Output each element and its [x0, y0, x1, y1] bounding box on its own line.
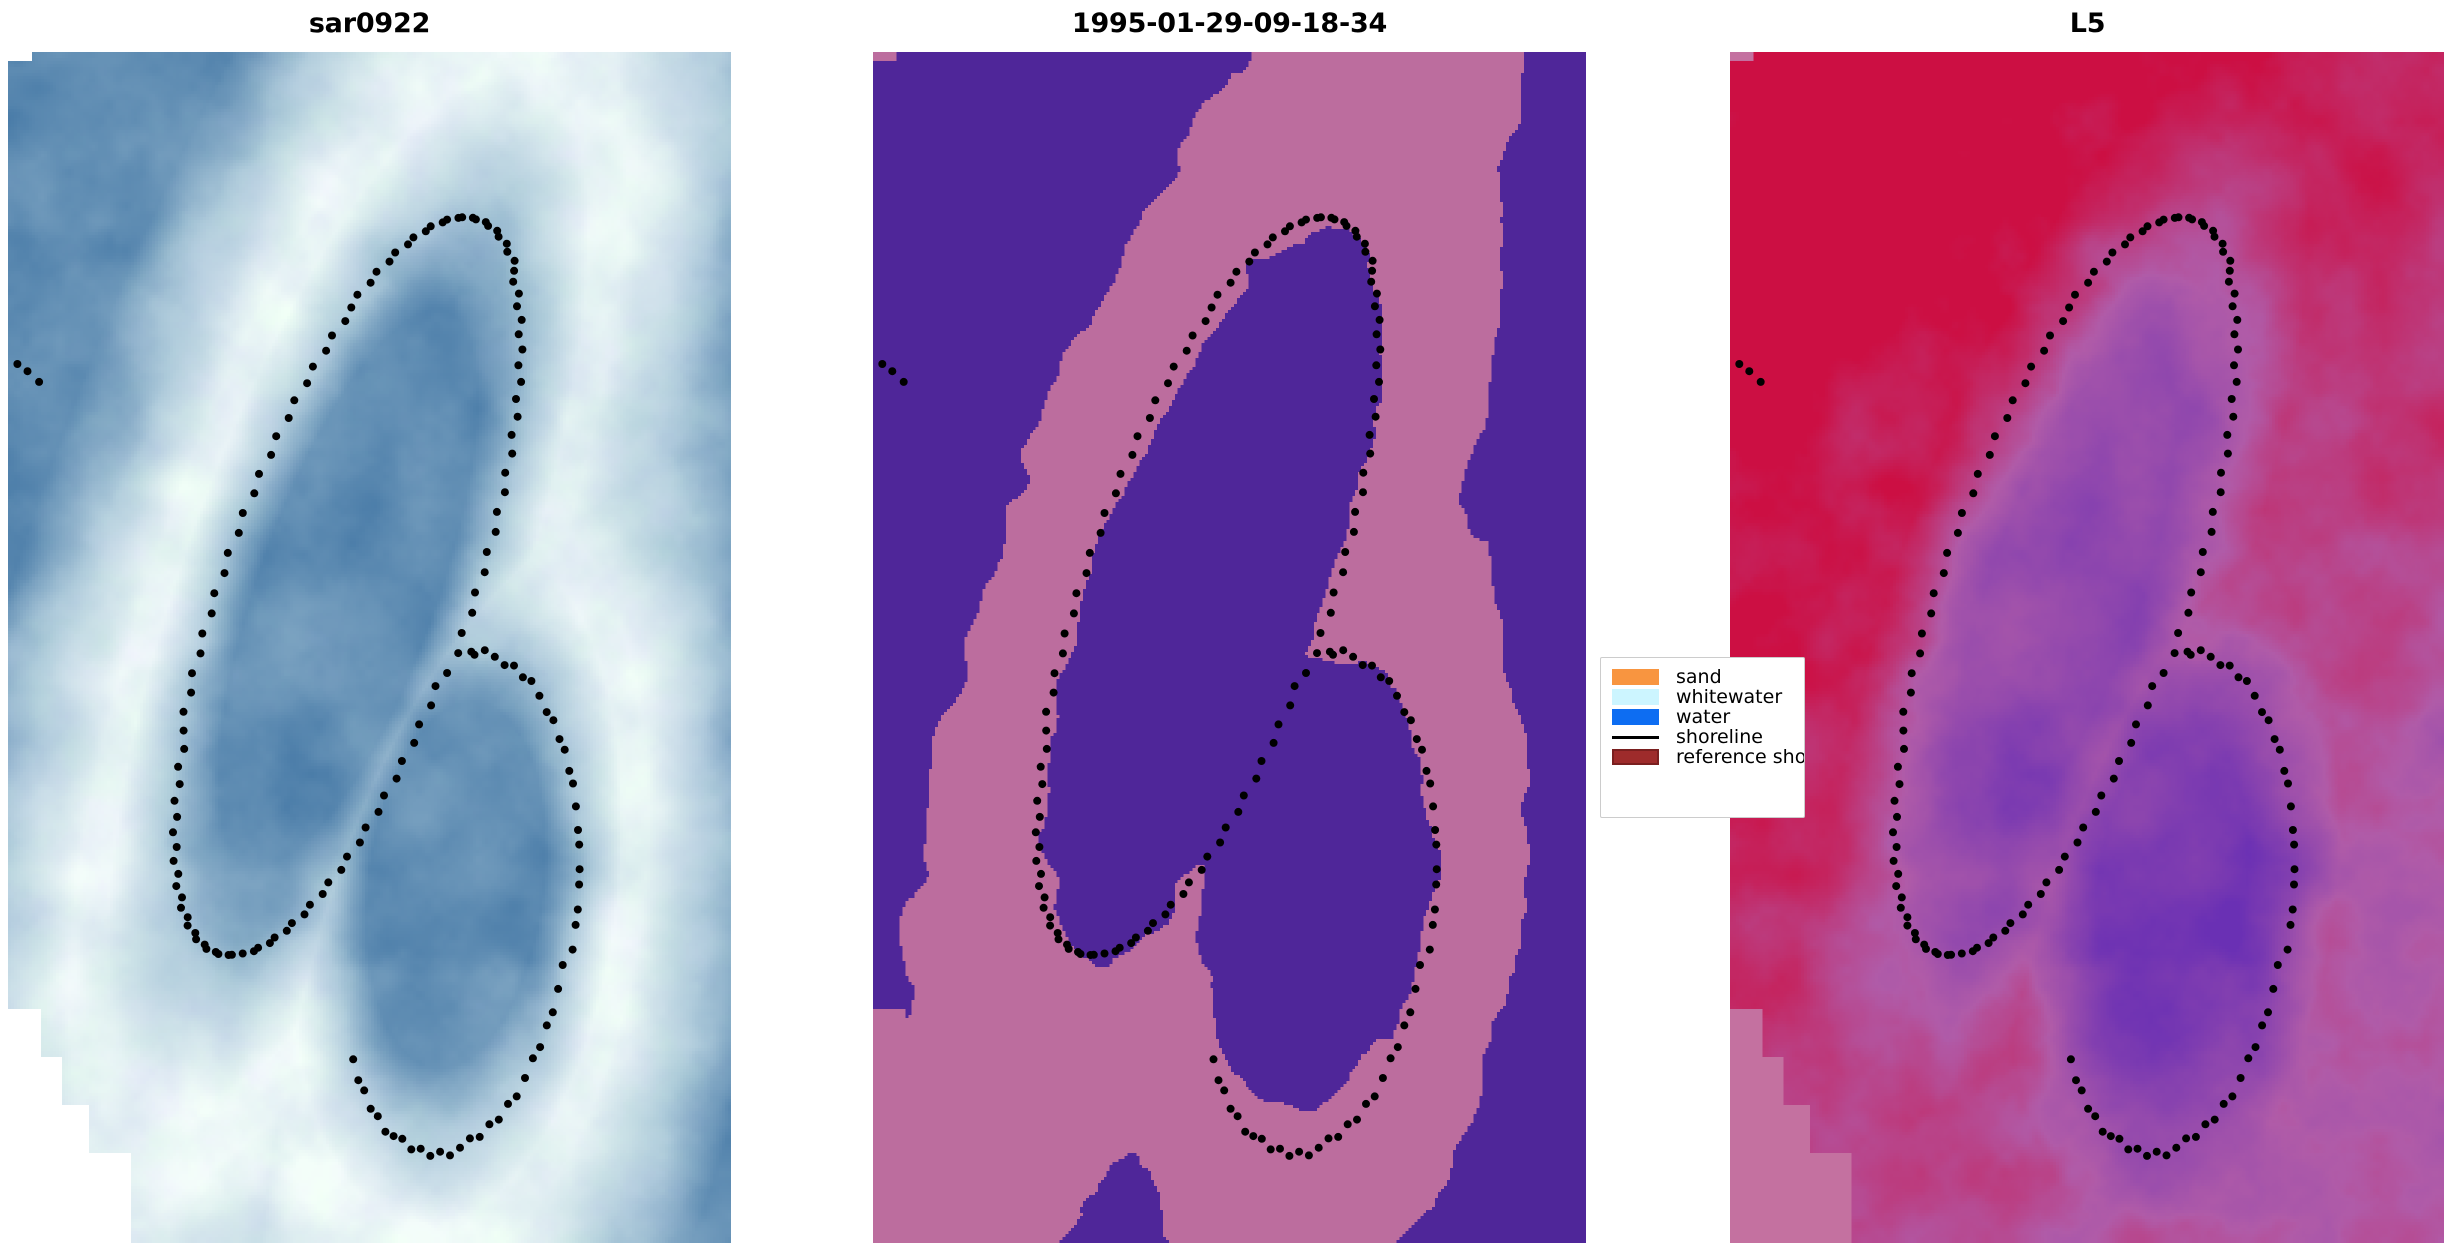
legend-row[interactable]: water — [1612, 707, 1793, 727]
classified-panel[interactable] — [873, 52, 1586, 1243]
legend-row[interactable]: whitewater — [1612, 687, 1793, 707]
panel-title-landsat: L5 — [2069, 8, 2106, 39]
sar-panel[interactable] — [8, 52, 731, 1243]
legend-color-swatch — [1612, 709, 1659, 725]
landsat-panel[interactable] — [1730, 52, 2444, 1243]
legend-label: shoreline — [1676, 726, 1763, 748]
sar-image-canvas[interactable] — [8, 52, 731, 1243]
legend-color-swatch — [1612, 689, 1659, 705]
legend-label: reference shoreline — [1676, 746, 1804, 768]
legend-row[interactable]: shoreline — [1612, 727, 1793, 747]
legend-color-swatch — [1612, 749, 1659, 765]
legend-line-swatch — [1612, 729, 1659, 745]
classified-image-canvas[interactable] — [873, 52, 1586, 1243]
legend-color-swatch — [1612, 669, 1659, 685]
landsat-image-canvas[interactable] — [1730, 52, 2444, 1243]
legend-label: whitewater — [1676, 686, 1783, 708]
legend-label: sand — [1676, 666, 1722, 688]
map-legend[interactable]: sand whitewater water shoreline reference sh… — [1600, 657, 1805, 818]
panel-title-classified: 1995-01-29-09-18-34 — [1071, 8, 1388, 39]
panel-title-sar: sar0922 — [308, 8, 431, 39]
legend-row[interactable]: reference shoreline — [1612, 747, 1804, 767]
legend-label: water — [1676, 706, 1731, 728]
legend-row[interactable]: sand — [1612, 667, 1793, 687]
